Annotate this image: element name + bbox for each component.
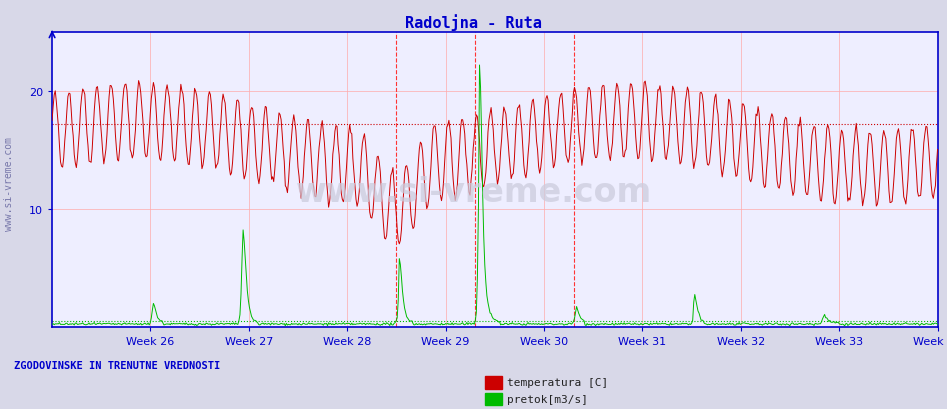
- Text: ZGODOVINSKE IN TRENUTNE VREDNOSTI: ZGODOVINSKE IN TRENUTNE VREDNOSTI: [14, 360, 221, 370]
- Text: pretok[m3/s]: pretok[m3/s]: [507, 394, 588, 404]
- Text: www.si-vreme.com: www.si-vreme.com: [5, 137, 14, 231]
- Text: Radoljna - Ruta: Radoljna - Ruta: [405, 14, 542, 31]
- Text: www.si-vreme.com: www.si-vreme.com: [295, 176, 652, 209]
- Text: temperatura [C]: temperatura [C]: [507, 378, 608, 387]
